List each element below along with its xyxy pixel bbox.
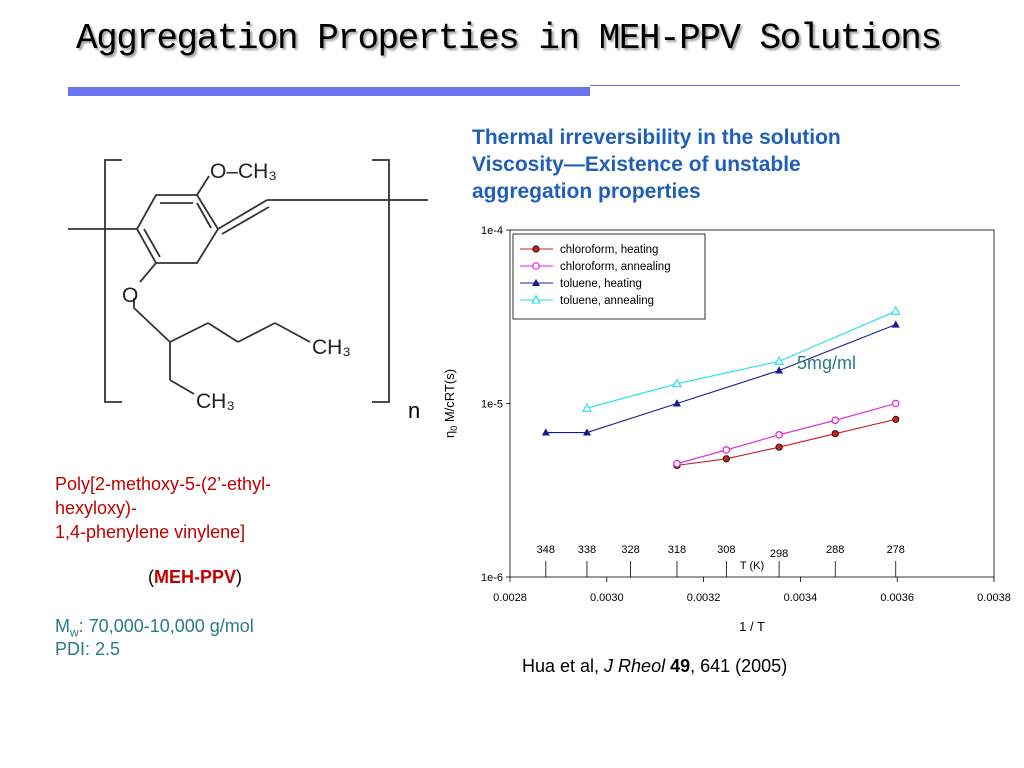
legend-label: toluene, annealing — [560, 295, 654, 307]
series-3 — [541, 320, 900, 436]
mw-label: M — [55, 616, 70, 636]
temperature-tick-label: 278 — [887, 544, 905, 556]
polymer-name-line-2: hexyloxy)- — [55, 498, 138, 518]
data-point — [831, 416, 840, 425]
temperature-tick-label: 308 — [717, 544, 735, 556]
data-point — [831, 430, 839, 438]
data-point — [672, 378, 682, 388]
data-point — [541, 428, 550, 436]
legend-marker — [531, 294, 541, 304]
data-point — [672, 399, 681, 407]
abbr-close-paren: ) — [236, 567, 242, 587]
data-point — [891, 399, 900, 408]
ether-oxygen-label: O — [122, 284, 138, 307]
temperature-axis-label: T (K) — [740, 560, 764, 572]
polymer-abbreviation: (MEH-PPV) — [0, 567, 390, 588]
y-axis-label-eta: η — [442, 431, 457, 438]
citation-journal: J Rheol — [604, 656, 666, 676]
right-bracket — [372, 159, 390, 403]
viscosity-chart: 0.0028 0.0030 0.0032 0.0034 0.0036 0.0038 1e-6… — [442, 225, 1011, 634]
temperature-tick-label: 298 — [770, 548, 788, 560]
y-tick-label: 1e-6 — [481, 572, 503, 584]
abbr-open-paren: ( — [147, 567, 154, 587]
slide-subtitle: Thermal irreversibility in the solution … — [472, 124, 972, 205]
data-point — [890, 305, 901, 315]
legend-label: chloroform, heating — [560, 244, 658, 256]
x-tick-label: 0.0036 — [880, 592, 914, 604]
molecular-weight: Mw: 70,000-10,000 g/mol — [55, 614, 254, 645]
x-tick-label: 0.0034 — [784, 592, 818, 604]
data-point — [775, 366, 784, 374]
mw-subscript: w — [70, 625, 79, 640]
left-bracket — [104, 159, 122, 403]
polymer-name: Poly[2-methoxy-5-(2’-ethyl- hexyloxy)- 1… — [55, 472, 385, 544]
repeat-unit-label: n — [408, 398, 420, 423]
abbr-text: MEH-PPV — [153, 567, 236, 587]
data-point — [774, 356, 785, 365]
subtitle-line-2: Viscosity—Existence of unstable — [472, 153, 801, 176]
pdi: PDI: 2.5 — [55, 639, 121, 659]
y-tick-label: 1e-4 — [481, 225, 503, 237]
ch3-upper-label: CH₃ — [312, 336, 351, 359]
series-2 — [673, 399, 900, 468]
x-axis-label: 1 / T — [739, 619, 765, 634]
citation-authors: Hua et al, — [522, 656, 605, 676]
x-tick-label: 0.0028 — [493, 592, 527, 604]
temperature-tick-label: 328 — [621, 544, 639, 556]
y-axis-label: η0 M/cRT(s) — [442, 369, 459, 438]
data-point — [673, 459, 681, 468]
data-point — [892, 415, 900, 423]
subtitle-line-1: Thermal irreversibility in the solution — [472, 126, 841, 149]
title-underline-bar — [68, 87, 590, 96]
slide-title: Aggregation Properties in MEH-PPV Soluti… — [76, 18, 942, 59]
citation-rest: , 641 (2005) — [690, 656, 788, 676]
series-4 — [582, 305, 901, 412]
temperature-tick-label: 318 — [668, 544, 686, 556]
data-point — [891, 320, 900, 328]
legend-marker — [532, 262, 540, 270]
legend-marker — [532, 278, 540, 286]
concentration-annotation: 5mg/ml — [797, 353, 856, 373]
x-tick-label: 0.0038 — [977, 592, 1011, 604]
title-underline-line — [590, 85, 960, 86]
legend-box — [512, 233, 706, 320]
citation-volume: 49 — [670, 656, 691, 676]
methoxy-label: O–CH₃ — [210, 160, 277, 183]
data-point — [775, 443, 783, 451]
x-tick-label: 0.0030 — [590, 592, 624, 604]
data-point — [775, 431, 783, 439]
data-point — [582, 402, 592, 412]
series-line — [586, 310, 896, 409]
legend-label: toluene, heating — [560, 278, 642, 290]
data-point — [722, 446, 731, 454]
data-point — [582, 428, 591, 436]
ch3-lower-label: CH₃ — [196, 390, 235, 413]
temperature-tick-label: 348 — [537, 544, 555, 556]
mw-value: : 70,000-10,000 g/mol — [78, 616, 254, 636]
x-tick-label: 0.0032 — [687, 592, 721, 604]
citation: Hua et al, J Rheol 49, 641 (2005) — [522, 656, 787, 677]
temperature-tick-label: 338 — [578, 544, 596, 556]
polymer-name-line-3: 1,4-phenylene vinylene] — [55, 522, 246, 542]
legend-marker — [532, 245, 540, 253]
subtitle-line-3: aggregation properties — [472, 180, 701, 203]
temperature-tick-label: 288 — [826, 544, 844, 556]
legend-label: chloroform, annealing — [560, 261, 671, 273]
y-axis-label-rest: M/cRT(s) — [442, 369, 457, 426]
polymer-name-line-1: Poly[2-methoxy-5-(2’-ethyl- — [55, 474, 272, 494]
y-tick-label: 1e-5 — [481, 399, 503, 411]
data-point — [722, 455, 730, 463]
y-axis-label-sub: 0 — [449, 426, 459, 431]
meh-ppv-structure: O–CH₃ O CH₃ CH₃ n — [68, 159, 428, 423]
